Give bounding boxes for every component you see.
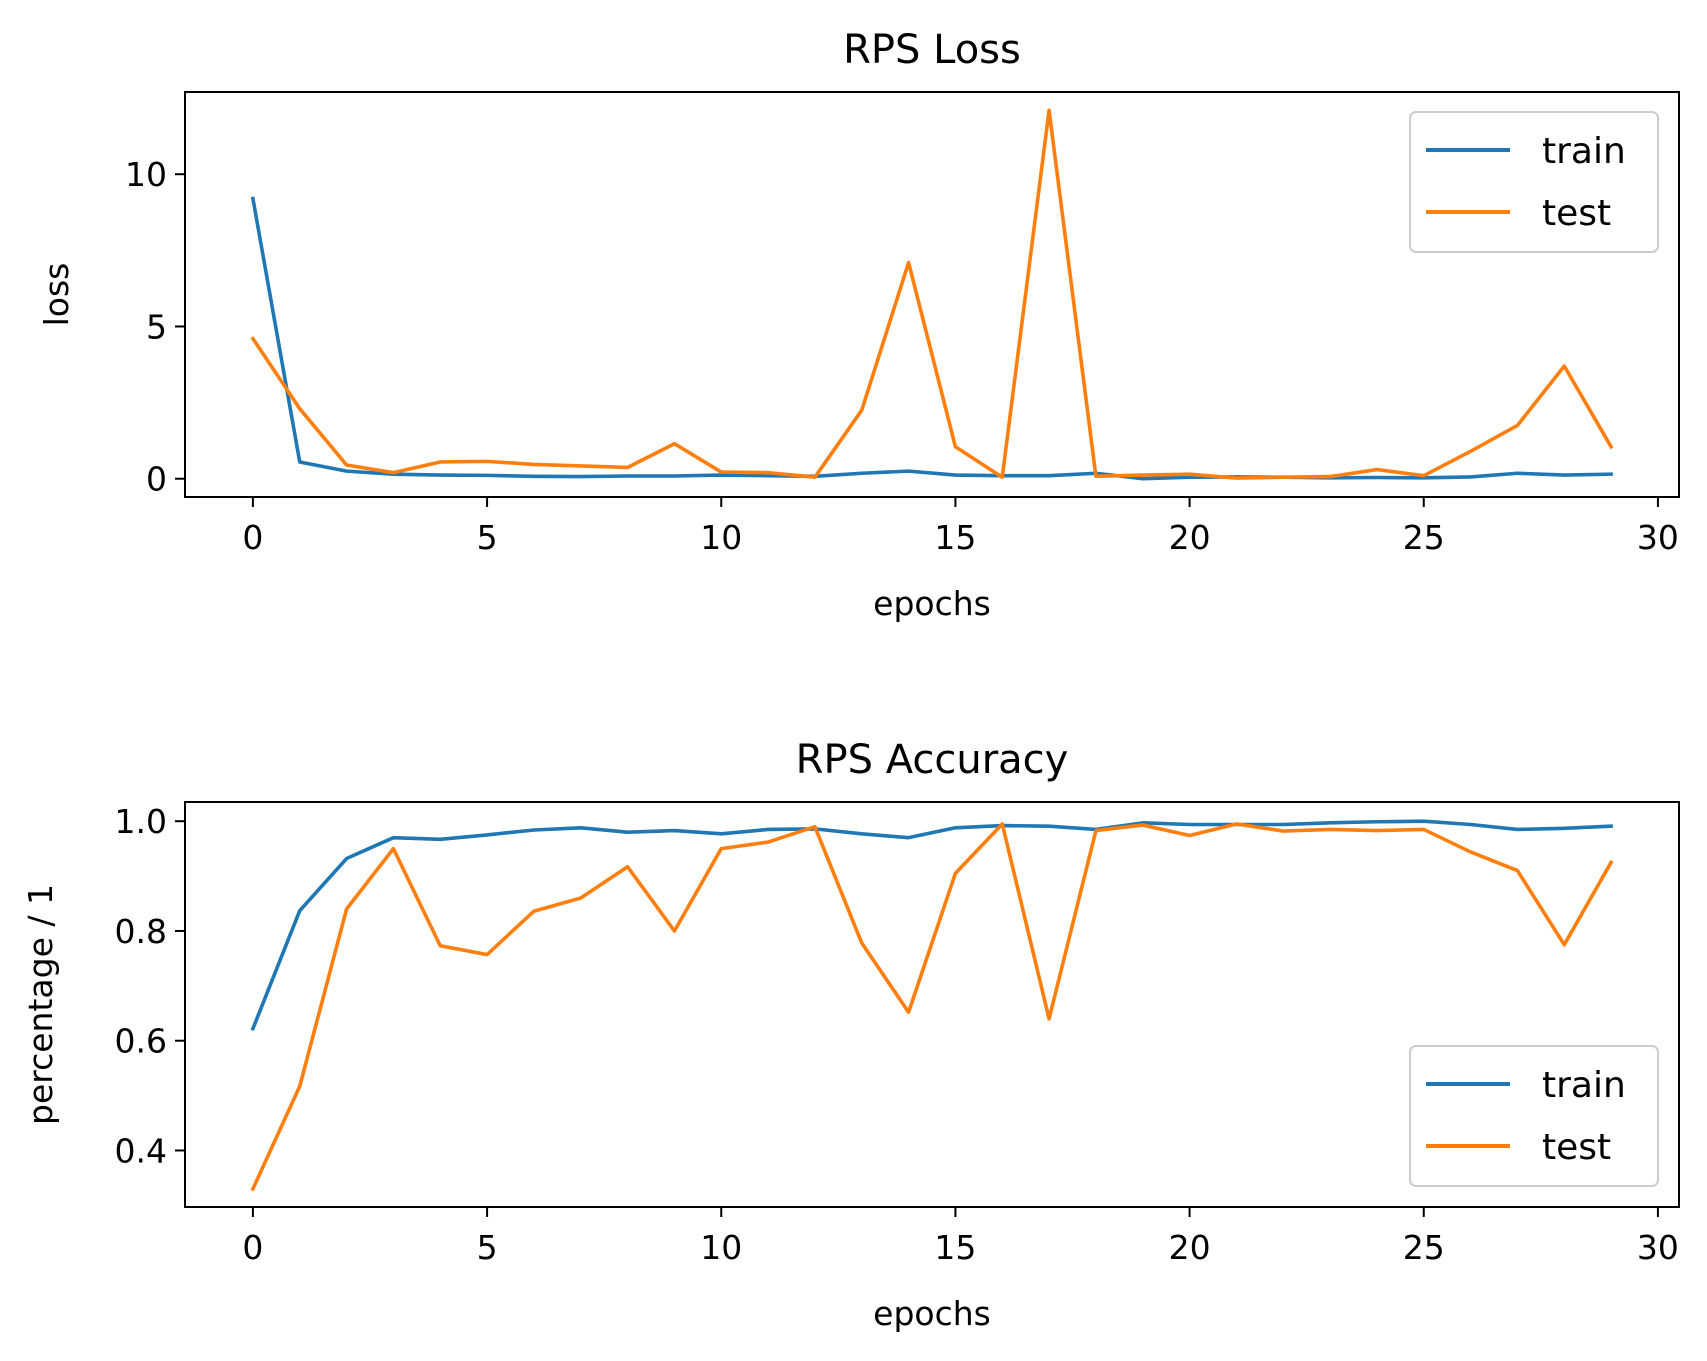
y-axis-label: loss	[37, 263, 76, 327]
legend-box	[1409, 1045, 1659, 1187]
x-tick-label: 20	[1169, 518, 1211, 557]
legend-label-test: test	[1542, 193, 1611, 234]
y-tick-label: 0	[146, 460, 167, 499]
x-tick-label: 15	[934, 518, 976, 557]
y-axis-label: percentage / 1	[21, 884, 60, 1125]
x-tick-label: 10	[700, 1228, 742, 1267]
series-line-test	[250, 822, 1614, 1192]
legend-label-train: train	[1542, 1065, 1626, 1106]
y-tick-label: 10	[125, 155, 167, 194]
x-tick-label: 25	[1403, 518, 1445, 557]
accuracy-chart-panel: RPS Accuracy 0 5 10 15 20 25 30 0.4 0.6 0.8 1.0 epoc…	[21, 737, 1680, 1333]
y-tick-label: 0.6	[115, 1022, 167, 1061]
x-tick-label: 5	[477, 1228, 498, 1267]
x-tick-label: 30	[1637, 518, 1679, 557]
y-tick-label: 0.8	[115, 912, 167, 951]
x-tick-label: 20	[1169, 1228, 1211, 1267]
legend-label-test: test	[1542, 1127, 1611, 1168]
x-tick-label: 30	[1637, 1228, 1679, 1267]
legend-label-train: train	[1542, 131, 1626, 172]
series-line-test	[250, 108, 1614, 480]
x-tick-label: 0	[242, 1228, 263, 1267]
x-tick-label: 0	[242, 518, 263, 557]
plot-area-frame	[184, 91, 1680, 498]
y-tick-label: 0.4	[115, 1131, 167, 1170]
series-line-train	[250, 819, 1613, 1031]
legend-box	[1409, 111, 1659, 253]
y-tick-label: 5	[146, 307, 167, 346]
legend: train test	[1409, 111, 1659, 253]
x-tick-label: 10	[700, 518, 742, 557]
x-axis-label: epochs	[873, 1294, 991, 1333]
chart-title: RPS Accuracy	[796, 737, 1069, 783]
legend: train test	[1409, 1045, 1659, 1187]
chart-title: RPS Loss	[843, 27, 1021, 73]
x-tick-label: 25	[1403, 1228, 1445, 1267]
series-line-train	[250, 196, 1613, 481]
x-tick-label: 15	[934, 1228, 976, 1267]
y-tick-label: 1.0	[115, 802, 167, 841]
x-tick-label: 5	[477, 518, 498, 557]
x-axis-label: epochs	[873, 584, 991, 623]
plot-area-frame	[184, 801, 1680, 1208]
